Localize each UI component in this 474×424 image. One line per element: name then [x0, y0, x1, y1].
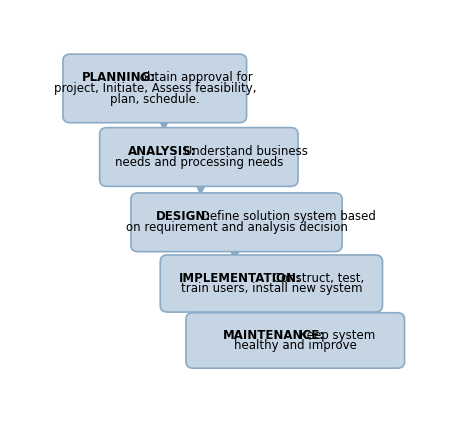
Text: obtain approval for: obtain approval for [136, 71, 252, 84]
Text: PLANNING:: PLANNING: [82, 71, 155, 84]
Text: healthy and improve: healthy and improve [234, 339, 357, 352]
Text: needs and processing needs: needs and processing needs [115, 156, 283, 169]
Text: Define solution system based: Define solution system based [197, 210, 376, 223]
FancyBboxPatch shape [100, 128, 298, 187]
FancyBboxPatch shape [186, 313, 405, 368]
Text: MAINTENANCE:: MAINTENANCE: [222, 329, 325, 342]
Text: on requirement and analysis decision: on requirement and analysis decision [126, 221, 347, 234]
Text: Keep system: Keep system [296, 329, 375, 342]
Text: train users, install new system: train users, install new system [181, 282, 362, 296]
Text: Understand business: Understand business [180, 145, 308, 158]
FancyBboxPatch shape [131, 193, 342, 252]
FancyBboxPatch shape [63, 54, 246, 123]
Text: IMPLEMENTATION:: IMPLEMENTATION: [179, 272, 302, 285]
Text: Construct, test,: Construct, test, [269, 272, 365, 285]
Text: DESIGN:: DESIGN: [156, 210, 211, 223]
Text: ANALYSIS:: ANALYSIS: [128, 145, 197, 158]
Text: project, Initiate, Assess feasibility,: project, Initiate, Assess feasibility, [54, 82, 256, 95]
Text: plan, schedule.: plan, schedule. [110, 93, 200, 106]
FancyBboxPatch shape [160, 255, 383, 312]
